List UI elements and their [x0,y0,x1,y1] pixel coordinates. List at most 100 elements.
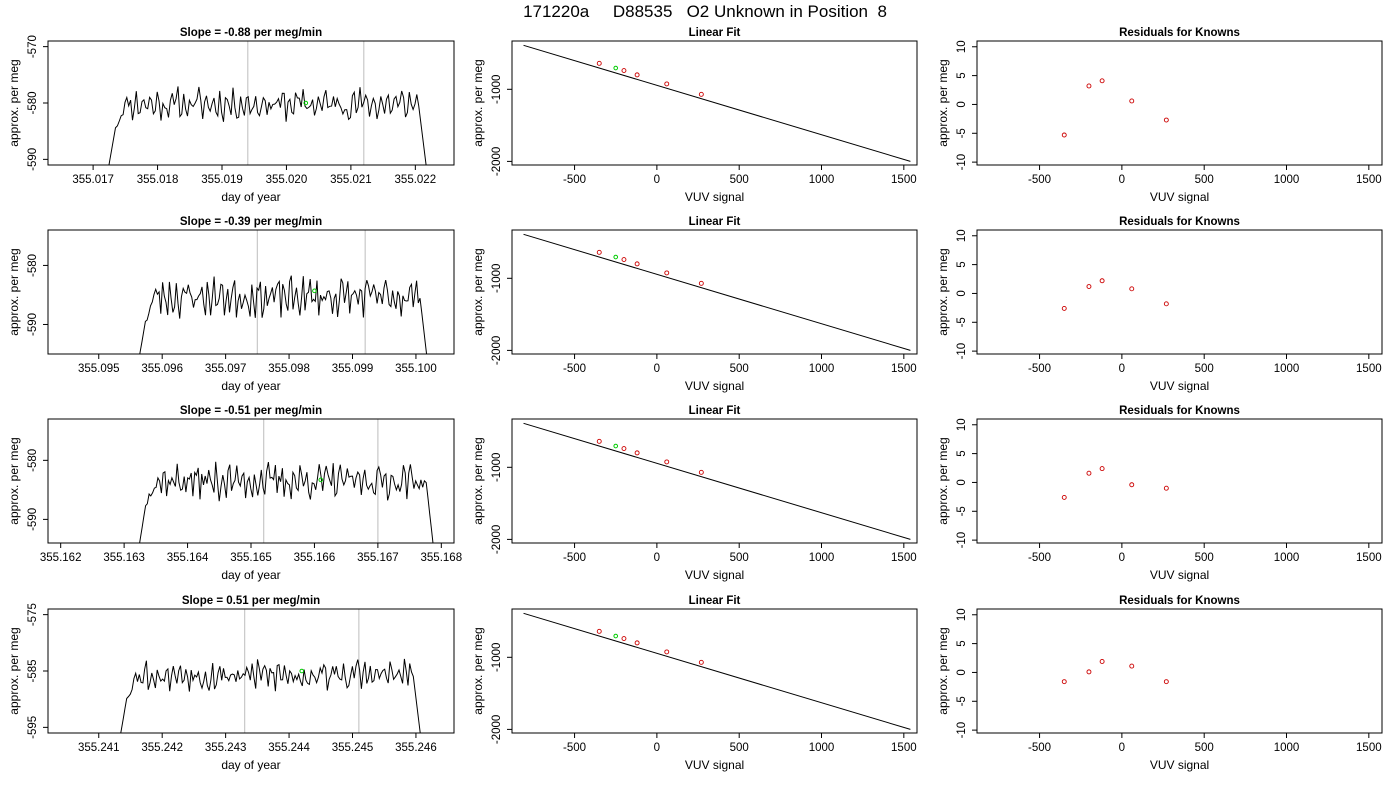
page-title: 171220a D88535 O2 Unknown in Position 8 [523,2,887,21]
x-axis-label: day of year [221,379,280,393]
y-tick-label: -5 [956,128,968,138]
x-tick-label: 500 [730,174,749,186]
x-tick-label: 355.166 [294,552,336,564]
x-axis-label: VUV signal [1150,758,1209,772]
y-axis-label: approx. per meg [7,627,21,714]
plot-frame [47,229,455,355]
x-tick-label: -500 [1028,174,1051,186]
known-point [1099,659,1105,664]
x-tick-label: 355.095 [78,363,120,375]
known-point [1129,482,1135,488]
plot-area [108,41,427,165]
y-axis-label: approx. per meg [936,248,950,335]
panel-title: Linear Fit [689,405,741,417]
fit-line [523,612,911,730]
x-tick-label: -500 [563,742,586,754]
x-axis-label: VUV signal [1150,379,1209,393]
x-tick-label: 1500 [1356,363,1382,375]
panel-title: Residuals for Knowns [1119,27,1240,39]
plot-frame [976,608,1383,734]
plot-frame [47,418,455,544]
known-point [1099,278,1105,284]
unknown-marker [312,288,317,294]
known-point [1129,663,1135,669]
y-tick-label: 5 [956,261,968,267]
x-tick-label: 355.096 [141,363,183,375]
y-tick-label: -2000 [491,147,503,176]
plot-frame [511,418,918,544]
known-point [664,649,670,655]
plot-area [1061,466,1169,500]
x-tick-label: 0 [1119,742,1125,754]
y-tick-label: 0 [956,479,968,485]
series-trace [108,86,427,165]
x-tick-label: 1500 [891,552,917,564]
x-tick-label: 355.021 [330,174,372,186]
plot-area [120,609,421,733]
panel-3-2: Residuals for Knowns -500 0 500 1000 1500 -10 -… [936,595,1383,772]
plot-area [1061,278,1169,311]
x-tick-label: 355.241 [78,742,120,754]
plot-frame [976,40,1383,166]
x-tick-label: 1000 [1274,552,1300,564]
y-tick-label: -2000 [491,336,503,365]
x-tick-label: 355.163 [103,552,145,564]
panel-1-0: Slope = -0.39 per meg/min 355.095 355.096 3… [7,216,455,393]
y-axis-label: approx. per meg [471,437,485,524]
x-tick-label: 0 [654,552,660,564]
y-axis-label: approx. per meg [471,59,485,146]
panel-1-1: Linear Fit -500 0 500 1000 1500 -2000 -1000 VUV … [471,216,918,393]
y-tick-label: -570 [27,35,39,58]
panel-2-1: Linear Fit -500 0 500 1000 1500 -2000 -1000 VUV … [471,405,918,582]
plot-frame [511,40,918,166]
known-point [698,469,704,475]
y-tick-label: 0 [956,101,968,107]
x-tick-label: -500 [563,174,586,186]
x-tick-label: 0 [654,742,660,754]
y-tick-label: 10 [956,418,968,431]
y-axis-label: approx. per meg [936,59,950,146]
known-point [621,636,627,642]
panel-title: Residuals for Knowns [1119,405,1240,417]
y-tick-label: -5 [956,506,968,516]
known-point [596,249,602,255]
y-axis-label: approx. per meg [7,59,21,146]
panel-2-2: Residuals for Knowns -500 0 500 1000 1500 -10 -… [936,405,1383,582]
unknown-marker [318,477,324,483]
x-tick-label: 1500 [1356,552,1382,564]
x-tick-label: 500 [730,742,749,754]
y-tick-label: -2000 [491,525,503,554]
panel-2-0: Slope = -0.51 per meg/min 355.162 355.163 3… [7,405,462,582]
x-axis-label: VUV signal [685,190,744,204]
known-point [664,81,670,87]
x-tick-label: 0 [654,363,660,375]
known-point [1086,284,1092,289]
panel-1-2: Residuals for Knowns -500 0 500 1000 1500 -10 -… [936,216,1383,393]
x-axis-label: day of year [221,568,280,582]
panel-title: Slope = -0.51 per meg/min [180,405,322,417]
x-tick-label: 0 [654,174,660,186]
unknown-marker [613,254,619,260]
known-point [634,450,640,456]
panel-title: Linear Fit [689,216,741,228]
panel-title: Linear Fit [689,27,741,39]
y-tick-label: -590 [27,148,39,171]
y-tick-label: -580 [27,91,39,114]
y-tick-label: -10 [956,532,968,549]
x-tick-label: 355.019 [201,174,243,186]
known-point [621,257,627,263]
plot-area [1061,659,1169,685]
plot-area [139,419,434,543]
x-tick-label: 1000 [809,174,835,186]
known-point [1086,669,1092,675]
y-tick-label: -590 [27,508,39,531]
panel-0-2: Residuals for Knowns -500 0 500 1000 1500 -10 -… [936,27,1383,204]
x-tick-label: 355.164 [167,552,209,564]
x-axis-label: day of year [221,758,280,772]
y-tick-label: -1000 [491,643,503,672]
y-tick-label: -580 [27,254,39,277]
known-point [698,91,704,97]
y-tick-label: -5 [956,696,968,706]
